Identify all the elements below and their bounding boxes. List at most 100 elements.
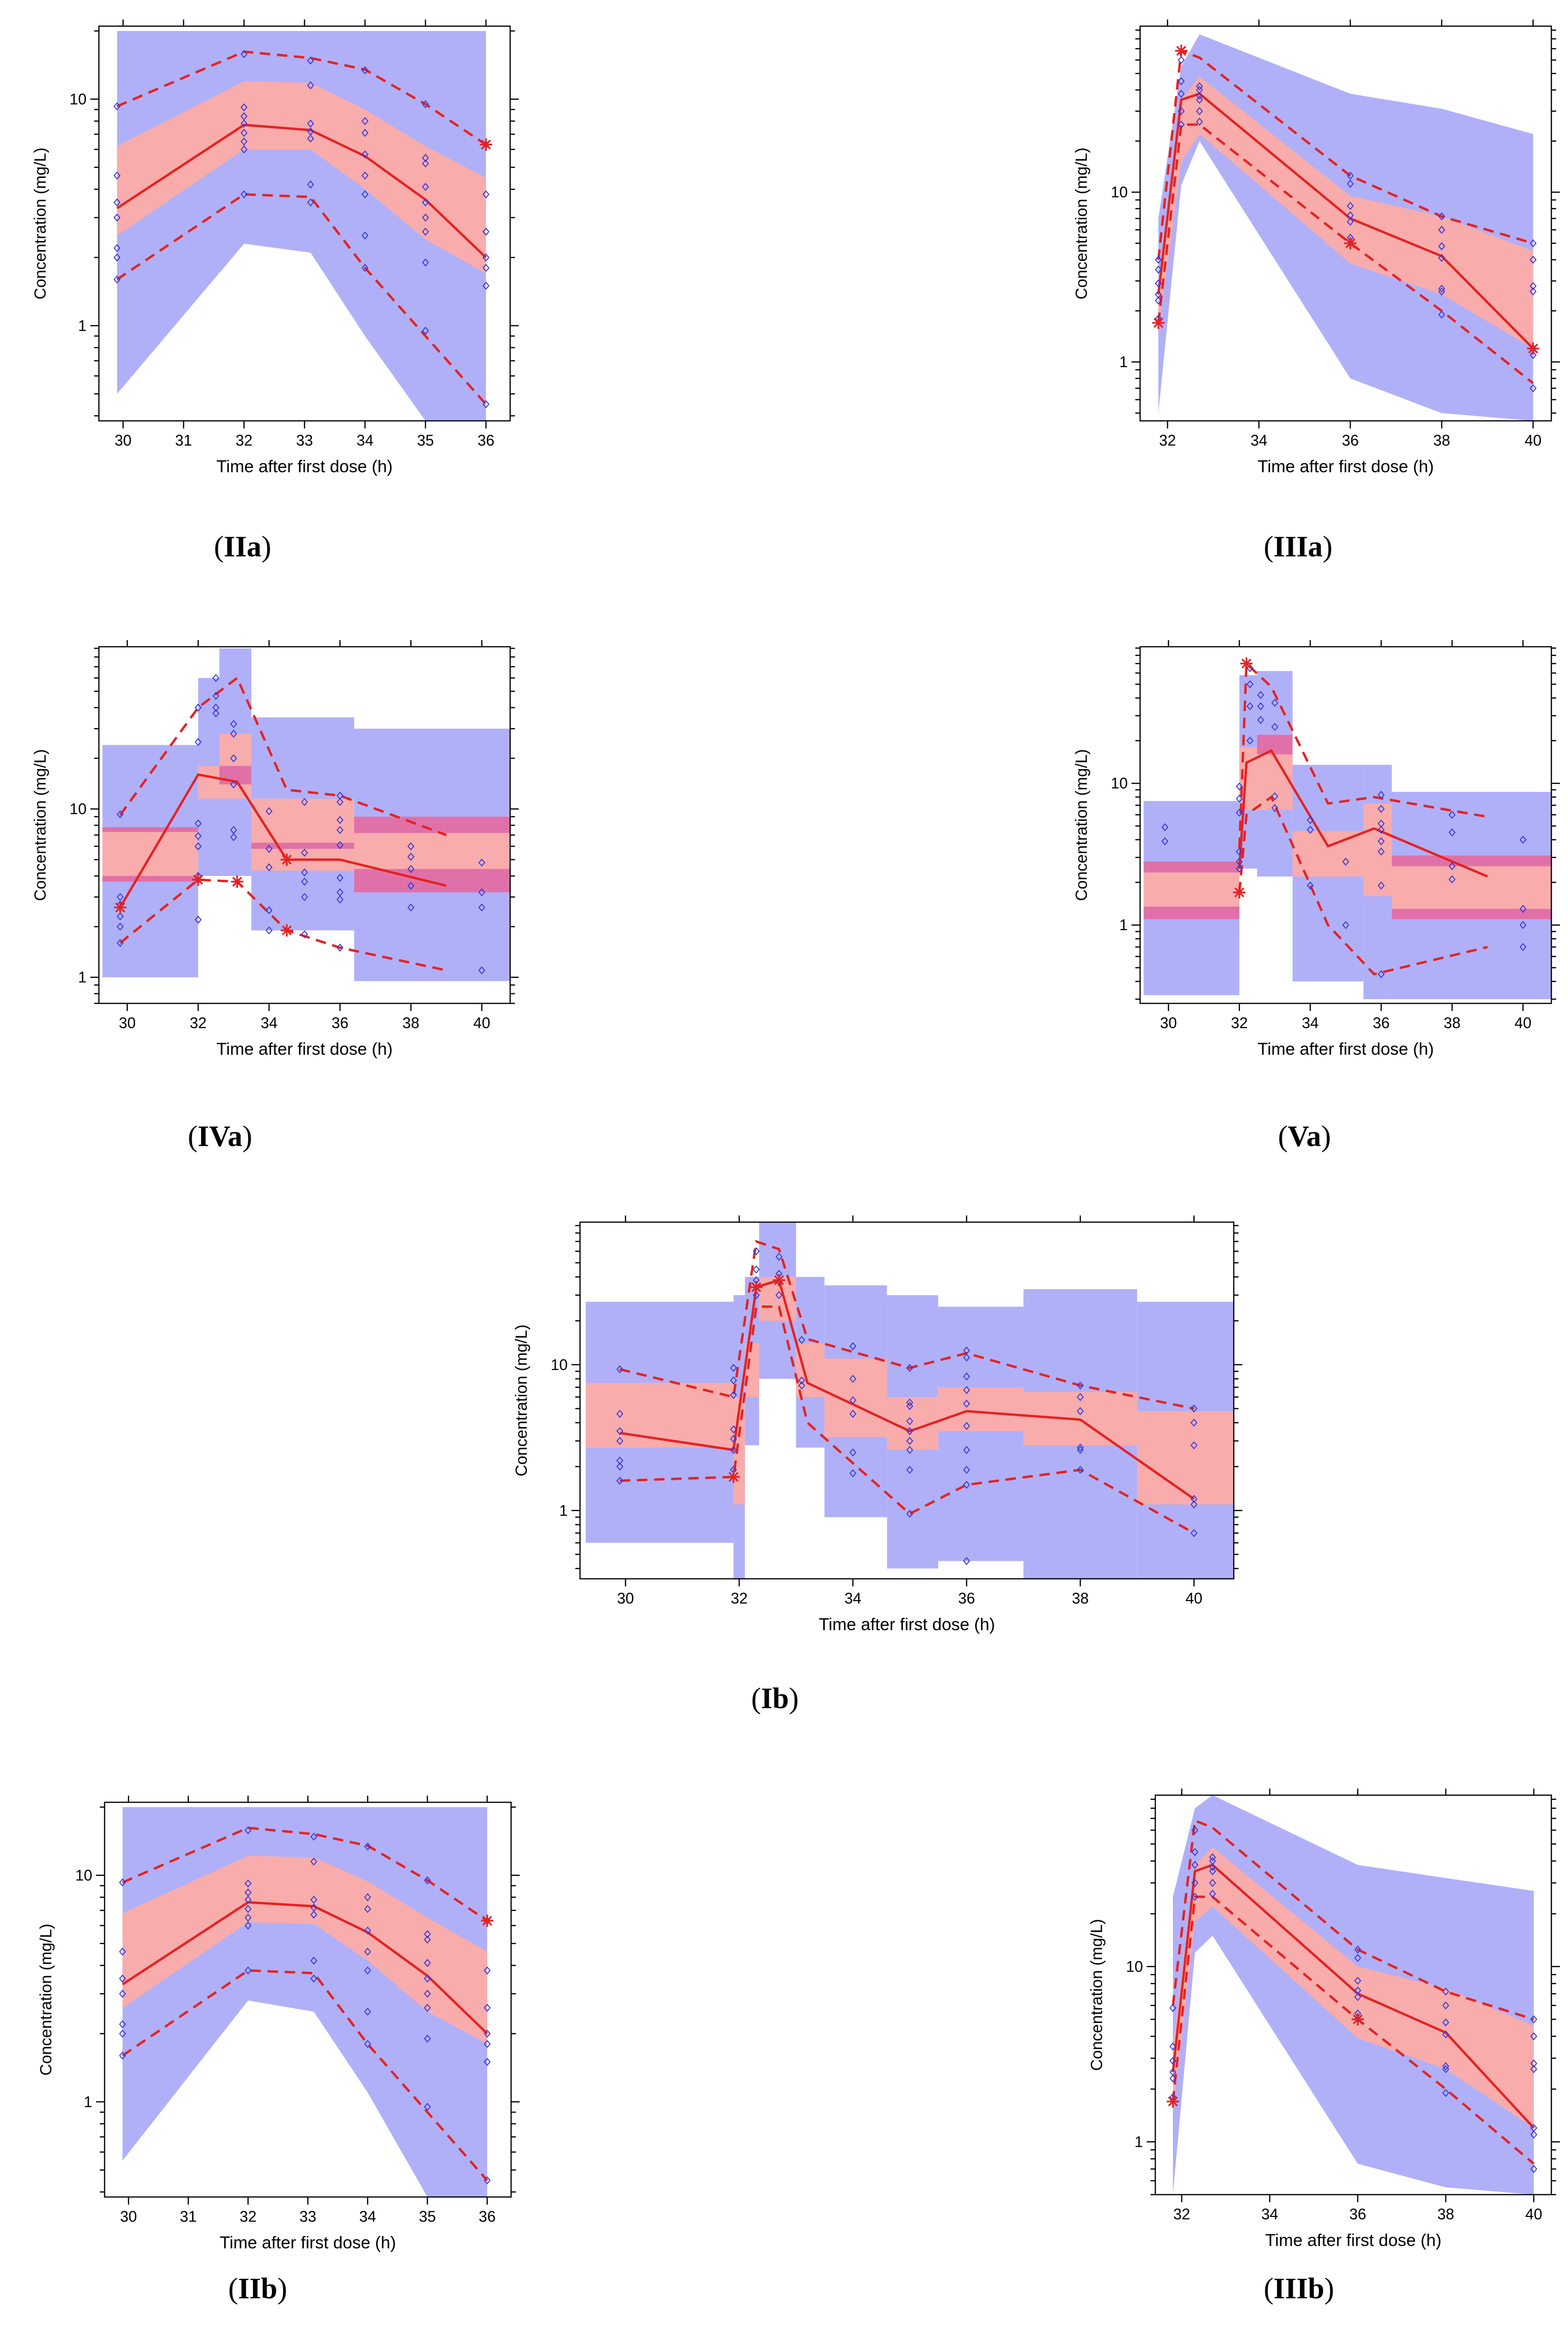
observation-point <box>482 190 490 199</box>
observation-point <box>1155 279 1162 288</box>
observation-point <box>1438 225 1445 234</box>
observation-point <box>1155 255 1162 264</box>
overlap-band-bin <box>102 876 198 882</box>
x-tick-label: 36 <box>1342 432 1359 449</box>
observation-point <box>230 780 237 788</box>
observation-point <box>1448 828 1456 837</box>
observation-point <box>775 1291 783 1300</box>
observation-point <box>1236 782 1243 791</box>
observation-point <box>1354 1976 1362 1985</box>
x-tick-label: 30 <box>1160 1014 1177 1031</box>
observation-point <box>906 1427 913 1436</box>
observation-point <box>301 848 308 857</box>
x-tick-label: 38 <box>1072 1590 1089 1607</box>
observation-point <box>1209 1867 1216 1876</box>
observation-point <box>1236 865 1243 873</box>
y-axis-label: Concentration (mg/L) <box>31 749 49 901</box>
observation-point <box>478 858 485 867</box>
observation-point <box>1377 826 1385 834</box>
observation-point <box>407 853 415 861</box>
series-95th-percentile <box>1238 661 1488 848</box>
x-tick-label: 30 <box>119 1014 136 1031</box>
observation-point <box>963 1386 970 1394</box>
observation-point <box>119 1990 126 1998</box>
observation-point <box>1155 265 1162 274</box>
median-band-bin <box>1363 803 1392 896</box>
x-axis-label: Time after first dose (h) <box>1258 1039 1434 1059</box>
observation-point <box>301 930 308 939</box>
outlier-star <box>480 138 493 151</box>
observation-point <box>1076 1446 1084 1454</box>
x-tick-label: 30 <box>115 432 132 449</box>
observation-point <box>1529 384 1537 393</box>
observation-point <box>407 882 415 890</box>
observation-point <box>422 183 429 191</box>
series-median <box>1171 1863 1535 2129</box>
overlap-band-bin <box>1392 855 1551 866</box>
median-band <box>1158 76 1533 349</box>
observation-point <box>906 1509 913 1518</box>
series-5th-percentile <box>119 878 447 972</box>
chart-Ib: 30 32 34 36 38 40 1 10 Time after first dose (h)… <box>513 1215 1242 1634</box>
outlier-star <box>1167 2095 1180 2108</box>
observation-point <box>1190 1404 1198 1413</box>
observation-point <box>963 1557 970 1565</box>
observation-point <box>730 1390 737 1399</box>
outlier-star <box>114 901 126 914</box>
x-tick-label: 36 <box>1349 2206 1366 2223</box>
observation-point <box>1209 1863 1216 1871</box>
observation-point <box>1076 1443 1084 1452</box>
observation-point <box>1190 1500 1198 1509</box>
observation-point <box>1190 1441 1198 1449</box>
observation-point <box>301 797 308 807</box>
observation-point <box>1377 837 1385 846</box>
y-axis-label: Concentration (mg/L) <box>513 1324 531 1476</box>
x-tick-label: 32 <box>731 1590 748 1607</box>
x-tick-label: 34 <box>357 432 374 449</box>
observation-point <box>240 103 248 112</box>
observation-point <box>616 1410 624 1418</box>
outlier-star <box>1152 316 1165 329</box>
observation-point <box>361 190 369 199</box>
observation-point <box>1209 1853 1216 1862</box>
observation-point <box>361 128 369 137</box>
x-tick-label: 32 <box>240 2208 257 2225</box>
series-median <box>1238 749 1488 878</box>
x-tick-label: 36 <box>331 1014 348 1031</box>
observation-point <box>1307 881 1314 890</box>
observation-point <box>1520 921 1527 929</box>
observation-point <box>307 180 314 189</box>
observation-point <box>730 1376 737 1385</box>
chart-IIa: 30 31 32 33 34 35 36 1 10 Time after first dose (… <box>31 19 519 476</box>
observation-point <box>1346 179 1354 188</box>
observation-point <box>1076 1381 1084 1390</box>
observation-point <box>1442 2089 1450 2097</box>
observation-point <box>1191 1826 1199 1835</box>
observation-point <box>361 263 369 272</box>
observation-point <box>194 703 202 712</box>
observation-point <box>1246 736 1254 745</box>
observation-point <box>730 1364 737 1372</box>
observation-point <box>301 877 308 886</box>
observation-point <box>1438 287 1445 296</box>
observation-point <box>1530 2065 1538 2073</box>
observation-point <box>798 1336 805 1344</box>
observation-point <box>849 1469 857 1478</box>
observation-point <box>422 227 429 236</box>
observation-point <box>1442 2001 1450 2010</box>
series-median <box>119 773 447 908</box>
x-axis-label: Time after first dose (h) <box>216 457 393 476</box>
outlier-star <box>773 1274 785 1287</box>
observation-point <box>307 198 314 207</box>
observation-point <box>775 1253 783 1261</box>
observation-point <box>1438 311 1445 319</box>
x-tick-label: 38 <box>1433 432 1451 449</box>
observation-point <box>1178 77 1185 86</box>
observation-point <box>1530 2165 1538 2173</box>
observation-point <box>336 841 344 849</box>
series-5th-percentile <box>1157 123 1534 384</box>
y-axis-label: Concentration (mg/L) <box>1073 147 1091 299</box>
observation-point <box>849 1342 857 1351</box>
observation-point <box>212 691 220 700</box>
observation-point <box>361 150 369 159</box>
